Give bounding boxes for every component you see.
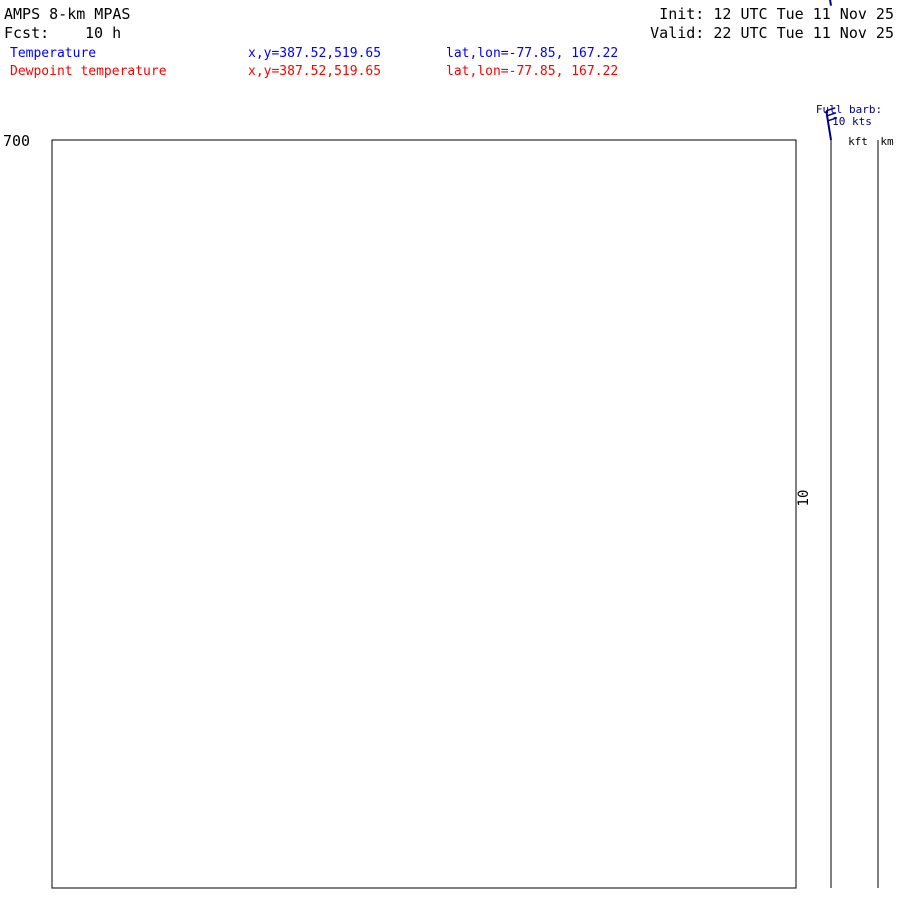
legend-dewpoint-name: Dewpoint temperature xyxy=(10,64,167,79)
barb-flag xyxy=(826,112,837,117)
barb-legend-line2: 10 kts xyxy=(832,115,872,128)
plot-frame xyxy=(51,139,797,889)
wind-barb xyxy=(825,107,838,141)
legend-temperature-xy: x,y=387.52,519.65 xyxy=(248,46,381,61)
valid-time: Valid: 22 UTC Tue 11 Nov 25 xyxy=(650,24,894,42)
legend-temperature-latlon: lat,lon=-77.85, 167.22 xyxy=(446,46,618,61)
init-time: Init: 12 UTC Tue 11 Nov 25 xyxy=(659,5,894,23)
model-title: AMPS 8-km MPAS xyxy=(4,5,130,23)
height-axis: kft km 864202.1.0. xyxy=(848,135,894,888)
barb-legend-line1: Full barb: xyxy=(816,103,882,116)
barb-flag xyxy=(827,117,838,122)
wind-barb-column xyxy=(825,0,838,888)
kft-label: kft xyxy=(848,135,868,148)
fcst-value: 10 h xyxy=(85,24,121,42)
annotation-label: 10 xyxy=(796,490,812,507)
wind-barb xyxy=(829,0,832,6)
km-label: km xyxy=(880,135,894,148)
legend-dewpoint-xy: x,y=387.52,519.65 xyxy=(248,64,381,79)
legend-dewpoint-latlon: lat,lon=-77.85, 167.22 xyxy=(446,64,618,79)
fcst-label: Fcst: xyxy=(4,24,49,42)
barb-shaft xyxy=(829,0,832,6)
legend-temperature-name: Temperature xyxy=(10,46,96,61)
pressure-tick-label: 700 xyxy=(3,132,30,150)
barb-flag xyxy=(826,107,836,112)
